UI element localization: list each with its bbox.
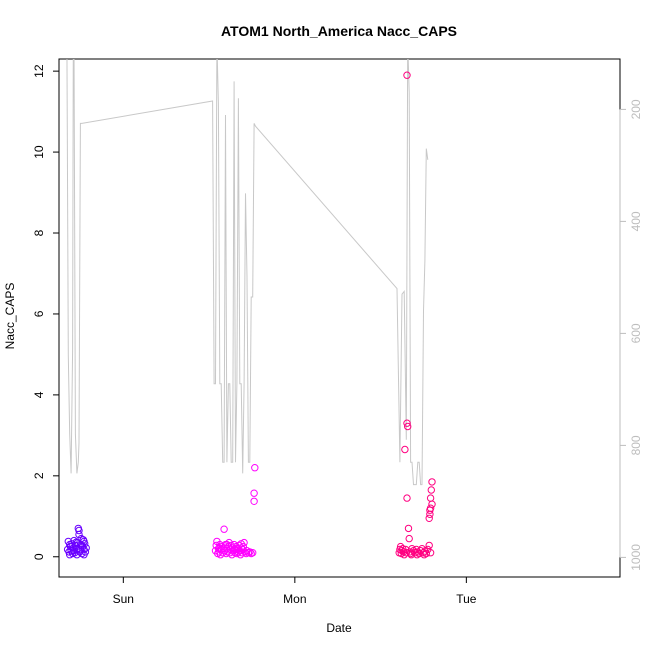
data-point — [78, 541, 86, 550]
data-point — [403, 419, 411, 427]
data-point — [219, 549, 227, 557]
data-point — [249, 549, 257, 557]
data-point — [66, 540, 74, 549]
data-point — [220, 525, 228, 533]
y-tick-label: 6 — [32, 310, 46, 317]
data-point — [222, 549, 230, 558]
data-point — [403, 494, 411, 502]
data-point — [407, 551, 415, 559]
data-point — [75, 526, 83, 535]
line-series-layer — [66, 59, 429, 486]
y-tick-label: 0 — [32, 553, 46, 560]
data-point — [404, 524, 413, 533]
data-point — [425, 514, 433, 522]
data-point — [237, 540, 245, 548]
data-point — [75, 530, 83, 539]
data-point — [420, 551, 428, 559]
data-point — [401, 445, 409, 454]
data-point — [216, 551, 225, 559]
y-tick-label: 4 — [32, 391, 46, 398]
data-point — [425, 541, 433, 550]
y-tick-label: 12 — [32, 64, 46, 78]
data-point — [69, 547, 78, 555]
data-point — [246, 548, 254, 556]
altitude-line — [66, 59, 429, 486]
data-point — [76, 545, 85, 554]
x-tick-label: Tue — [456, 592, 477, 606]
y-tick-label: 8 — [32, 229, 46, 236]
data-point — [426, 549, 435, 557]
x-tick-label: Mon — [283, 592, 306, 606]
data-point — [70, 536, 78, 545]
data-point — [405, 534, 413, 543]
data-point — [250, 489, 258, 497]
data-point — [403, 71, 411, 79]
right-tick-label: 1000 — [629, 544, 643, 571]
axes-layer: 0 2 4 6 8 10 12 Sun Mon Tue 200 400 600 800 1000 — [32, 64, 643, 606]
data-point — [230, 540, 238, 549]
data-point — [231, 545, 239, 553]
data-point — [80, 537, 88, 546]
data-point — [215, 544, 223, 552]
y-tick-label: 2 — [32, 472, 46, 479]
data-point — [72, 538, 80, 546]
data-point — [251, 464, 259, 472]
right-tick-label: 400 — [629, 211, 643, 231]
x-axis-label: Date — [326, 621, 352, 635]
data-point — [402, 549, 410, 557]
right-tick-label: 800 — [629, 435, 643, 455]
x-tick-label: Sun — [113, 592, 134, 606]
chart-title: ATOM1 North_America Nacc_CAPS — [221, 23, 457, 39]
data-point — [428, 500, 436, 508]
data-point — [250, 497, 258, 505]
data-point — [426, 510, 434, 518]
data-point — [404, 422, 412, 431]
y-axis-label: Nacc_CAPS — [3, 283, 17, 350]
data-point — [428, 478, 436, 486]
data-point — [413, 551, 421, 559]
right-tick-label: 600 — [629, 323, 643, 343]
data-point — [427, 486, 435, 494]
points-layer — [63, 71, 436, 559]
data-point — [223, 540, 231, 549]
right-tick-label: 200 — [629, 99, 643, 119]
y-tick-label: 10 — [32, 145, 46, 159]
